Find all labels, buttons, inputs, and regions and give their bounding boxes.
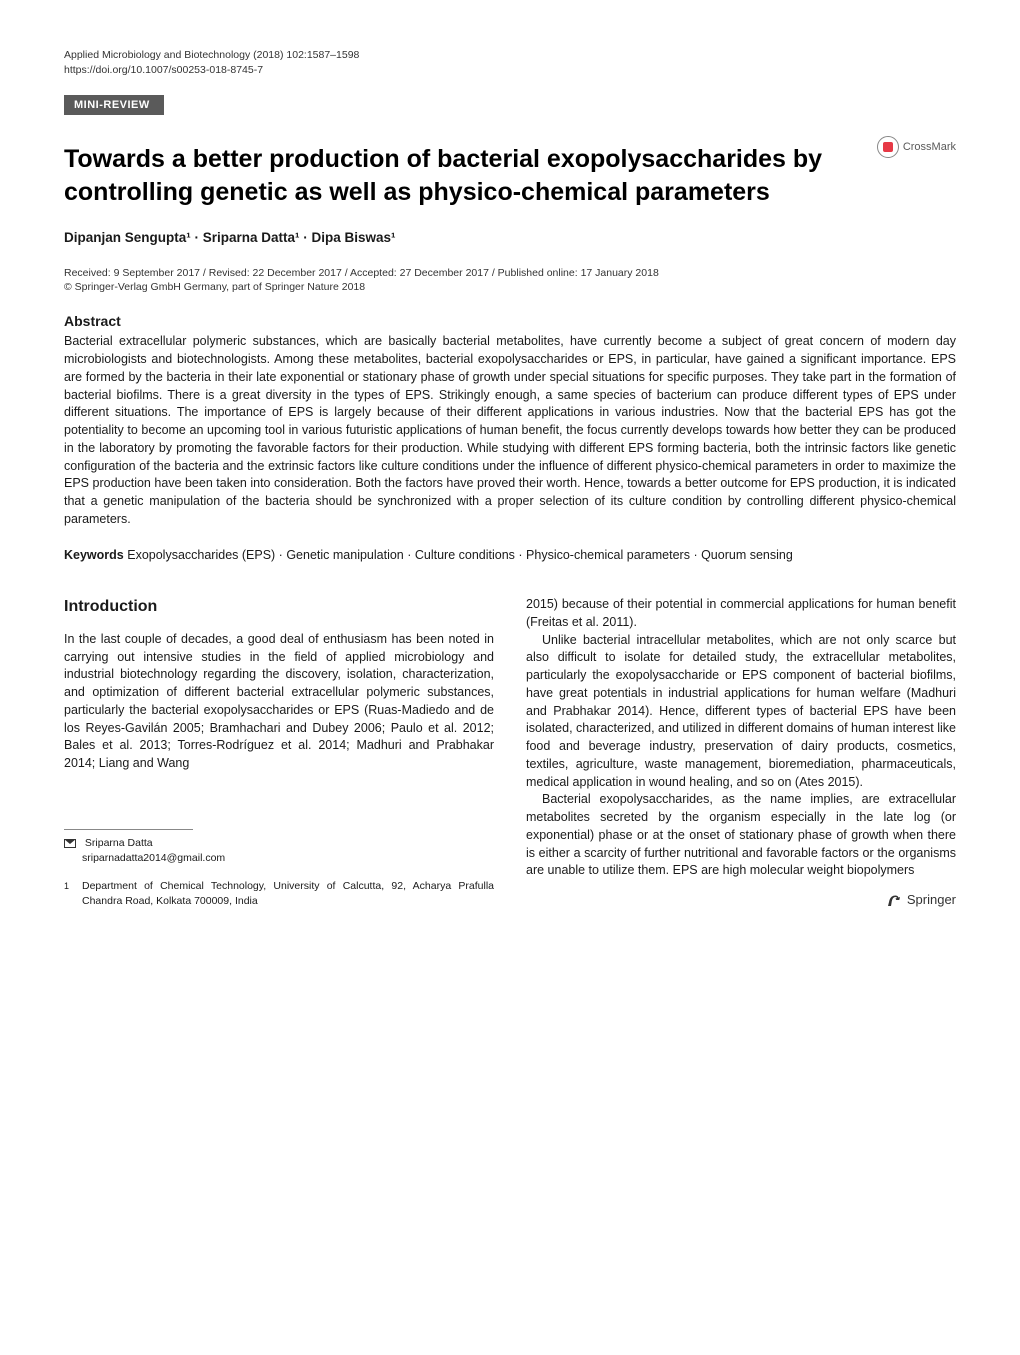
journal-header: Applied Microbiology and Biotechnology (… — [64, 48, 956, 77]
crossmark-badge[interactable]: CrossMark — [877, 136, 956, 158]
keywords-block: Keywords Exopolysaccharides (EPS) · Gene… — [64, 547, 956, 565]
introduction-heading: Introduction — [64, 596, 494, 619]
body-columns: Introduction In the last couple of decad… — [64, 596, 956, 908]
right-column: 2015) because of their potential in comm… — [526, 596, 956, 908]
keywords-label: Keywords — [64, 548, 124, 562]
corresponding-author: Sriparna Datta sriparnadatta2014@gmail.c… — [64, 836, 494, 865]
journal-citation: Applied Microbiology and Biotechnology (… — [64, 48, 956, 63]
corresponding-name: Sriparna Datta — [85, 837, 153, 849]
publication-dates: Received: 9 September 2017 / Revised: 22… — [64, 267, 956, 279]
publisher-name: Springer — [907, 892, 956, 907]
affiliation-text: Department of Chemical Technology, Unive… — [82, 879, 494, 908]
publisher-logo: Springer — [885, 891, 956, 909]
keywords-list: Exopolysaccharides (EPS) · Genetic manip… — [127, 548, 793, 562]
intro-para-2: Unlike bacterial intracellular metabolit… — [526, 632, 956, 792]
doi-link[interactable]: https://doi.org/10.1007/s00253-018-8745-… — [64, 63, 956, 78]
abstract-body: Bacterial extracellular polymeric substa… — [64, 333, 956, 528]
author-names: Dipanjan Sengupta¹ · Sriparna Datta¹ · D… — [64, 230, 396, 245]
article-title: Towards a better production of bacterial… — [64, 143, 956, 208]
corresponding-email[interactable]: sriparnadatta2014@gmail.com — [82, 852, 225, 864]
article-category-badge: MINI-REVIEW — [64, 95, 164, 115]
intro-para-1-right: 2015) because of their potential in comm… — [526, 596, 956, 632]
crossmark-icon — [877, 136, 899, 158]
springer-horse-icon — [885, 891, 903, 909]
author-list: Dipanjan Sengupta¹ · Sriparna Datta¹ · D… — [64, 230, 956, 245]
copyright-line: © Springer-Verlag GmbH Germany, part of … — [64, 281, 956, 293]
intro-para-1-left: In the last couple of decades, a good de… — [64, 631, 494, 773]
left-column: Introduction In the last couple of decad… — [64, 596, 494, 908]
envelope-icon — [64, 839, 76, 848]
intro-para-3: Bacterial exopolysaccharides, as the nam… — [526, 791, 956, 880]
crossmark-inner-square — [883, 142, 893, 152]
affiliation-number: 1 — [64, 879, 82, 908]
abstract-heading: Abstract — [64, 313, 956, 329]
footnote-rule — [64, 829, 193, 836]
crossmark-label: CrossMark — [903, 141, 956, 153]
affiliation-block: 1 Department of Chemical Technology, Uni… — [64, 879, 494, 908]
